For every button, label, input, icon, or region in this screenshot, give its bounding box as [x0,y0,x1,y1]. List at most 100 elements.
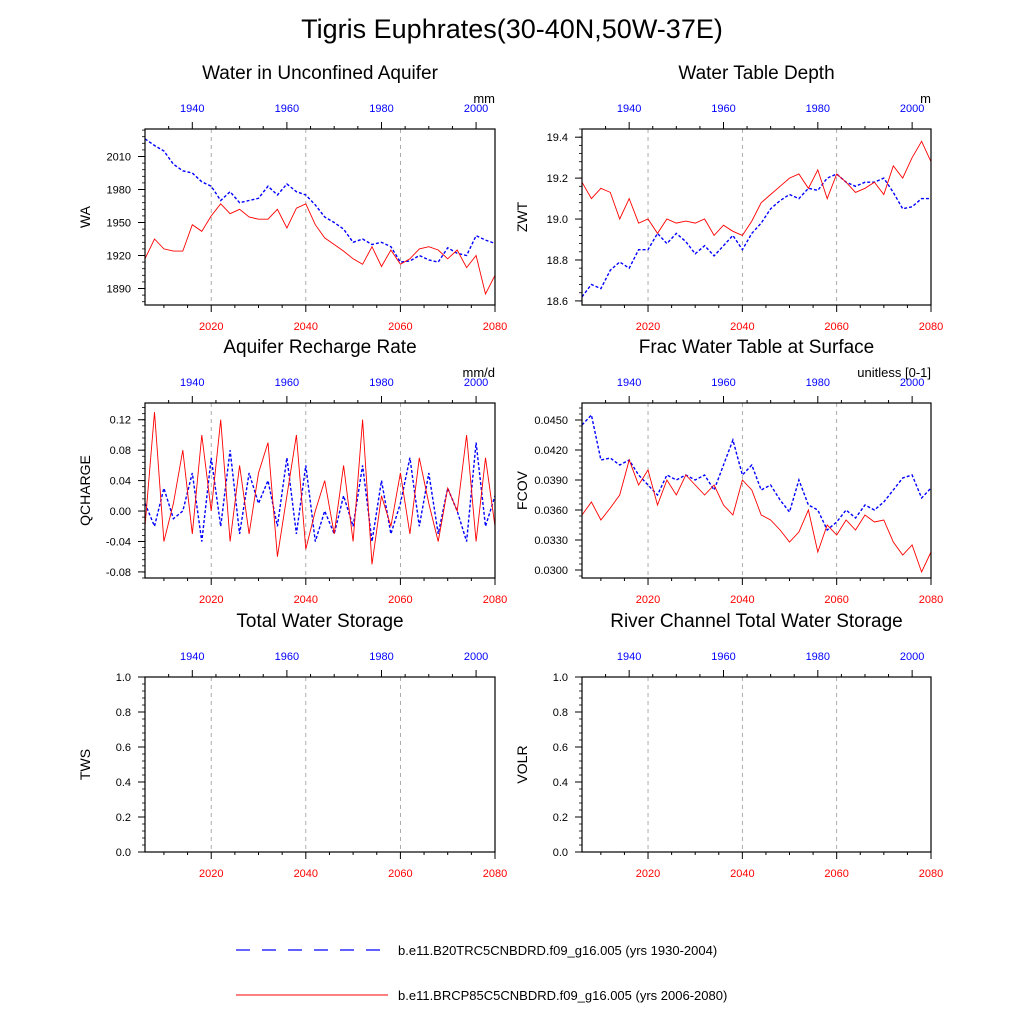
y-tick-label: 0.4 [116,777,131,789]
legend-label: b.e11.B20TRC5CNBDRD.f09_g16.005 (yrs 193… [398,943,717,958]
y-tick-label: 19.4 [547,132,568,144]
units-label: mm [473,91,495,106]
legend: b.e11.B20TRC5CNBDRD.f09_g16.005 (yrs 193… [236,943,727,1003]
x-bottom-tick-label: 2080 [483,321,507,333]
x-bottom-tick-label: 2060 [388,868,412,880]
x-top-tick-label: 2000 [900,377,924,389]
x-top-tick-label: 2000 [464,103,488,115]
x-bottom-tick-label: 2040 [730,868,754,880]
series-line-1 [581,413,932,532]
x-bottom-tick-label: 2040 [730,594,754,606]
y-tick-label: 0.0390 [534,475,568,487]
x-bottom-tick-label: 2060 [388,321,412,333]
y-tick-label: 0.04 [110,476,131,488]
series-line-2 [144,203,496,296]
y-axis-label: TWS [77,749,93,780]
x-top-tick-label: 1980 [806,377,830,389]
y-tick-label: 2010 [107,152,131,164]
x-top-tick-label: 1980 [806,103,830,115]
plot-frame [144,676,496,853]
x-top-tick-label: 1960 [275,103,299,115]
x-top-tick-label: 1940 [617,377,641,389]
panel-title: Total Water Storage [236,611,403,632]
x-bottom-tick-label: 2040 [294,868,318,880]
plot-frame [144,128,496,306]
series-line-2 [581,140,932,237]
panel-title: Water Table Depth [678,63,834,84]
x-bottom-tick-label: 2060 [824,868,848,880]
x-top-tick-label: 1940 [617,103,641,115]
x-top-tick-label: 1940 [180,377,204,389]
panel-title: River Channel Total Water Storage [610,611,903,632]
x-top-tick-label: 1960 [711,377,735,389]
y-tick-label: -0.08 [106,567,131,579]
x-bottom-tick-label: 2080 [483,594,507,606]
y-tick-label: 0.00 [110,506,131,518]
panel-title: Aquifer Recharge Rate [223,337,416,358]
x-top-tick-label: 1980 [369,103,393,115]
series-line-1 [144,138,496,263]
plot-frame [144,402,496,579]
x-top-tick-label: 1980 [369,651,393,663]
x-bottom-tick-label: 2020 [636,868,660,880]
units-label: mm/d [463,365,496,380]
y-tick-label: 18.6 [547,296,568,308]
y-tick-label: 0.0450 [534,415,568,427]
x-bottom-tick-label: 2040 [730,321,754,333]
page-title: Tigris Euphrates(30-40N,50W-37E) [301,14,723,44]
x-top-tick-label: 2000 [464,651,488,663]
x-bottom-tick-label: 2020 [199,321,223,333]
y-tick-label: 0.6 [116,742,131,754]
y-axis-label: ZWT [514,201,530,232]
y-tick-label: 0.2 [553,812,568,824]
y-tick-label: 1950 [107,218,131,230]
y-tick-label: 0.0300 [534,565,568,577]
x-bottom-tick-label: 2020 [199,594,223,606]
x-bottom-tick-label: 2040 [294,594,318,606]
y-tick-label: 18.8 [547,255,568,267]
chart-panel-1: 1890 1920 1950 1980 2010 2020 2040 2060 2080 1940… [77,63,507,333]
y-axis-label: VOLR [514,745,530,783]
chart-panel-4: 0.0300 0.0330 0.0360 0.0390 0.0420 0.0450 2020… [514,337,943,606]
x-bottom-tick-label: 2060 [824,594,848,606]
y-tick-label: 19.2 [547,173,568,185]
x-bottom-tick-label: 2040 [294,321,318,333]
x-bottom-tick-label: 2060 [824,321,848,333]
y-tick-label: 1.0 [116,672,131,684]
y-axis-label: FCOV [514,470,530,510]
y-tick-label: 0.0360 [534,505,568,517]
y-tick-label: 0.0 [553,847,568,859]
x-top-tick-label: 2000 [900,651,924,663]
x-bottom-tick-label: 2080 [919,594,943,606]
x-bottom-tick-label: 2020 [199,868,223,880]
x-bottom-tick-label: 2080 [919,321,943,333]
series-line-1 [144,442,496,542]
plot-frame [581,128,932,306]
chart-panel-6: 0.0 0.2 0.4 0.6 0.8 1.0 2020 2040 2060 2080 1940 19… [514,611,943,880]
y-tick-label: -0.04 [106,536,131,548]
units-label: unitless [0-1] [857,365,931,380]
x-top-tick-label: 1960 [275,377,299,389]
x-bottom-tick-label: 2080 [483,868,507,880]
y-tick-label: 1.0 [553,672,568,684]
y-tick-label: 0.2 [116,812,131,824]
series-line-2 [581,458,932,574]
x-bottom-tick-label: 2060 [388,594,412,606]
y-tick-label: 1920 [107,251,131,263]
x-bottom-tick-label: 2080 [919,868,943,880]
panel-title: Water in Unconfined Aquifer [202,63,439,84]
x-top-tick-label: 1980 [806,651,830,663]
x-top-tick-label: 2000 [900,103,924,115]
x-top-tick-label: 1960 [711,651,735,663]
plot-frame [581,402,932,579]
series-line-1 [581,173,931,298]
x-top-tick-label: 1940 [180,651,204,663]
y-tick-label: 1890 [107,284,131,296]
chart-panel-2: 18.6 18.8 19.0 19.2 19.4 2020 2040 2060 2080 1940… [514,63,943,333]
plot-frame [581,676,932,853]
x-top-tick-label: 1940 [617,651,641,663]
x-top-tick-label: 1940 [180,103,204,115]
legend-label: b.e11.BRCP85C5CNBDRD.f09_g16.005 (yrs 20… [398,988,727,1003]
y-tick-label: 0.8 [553,707,568,719]
